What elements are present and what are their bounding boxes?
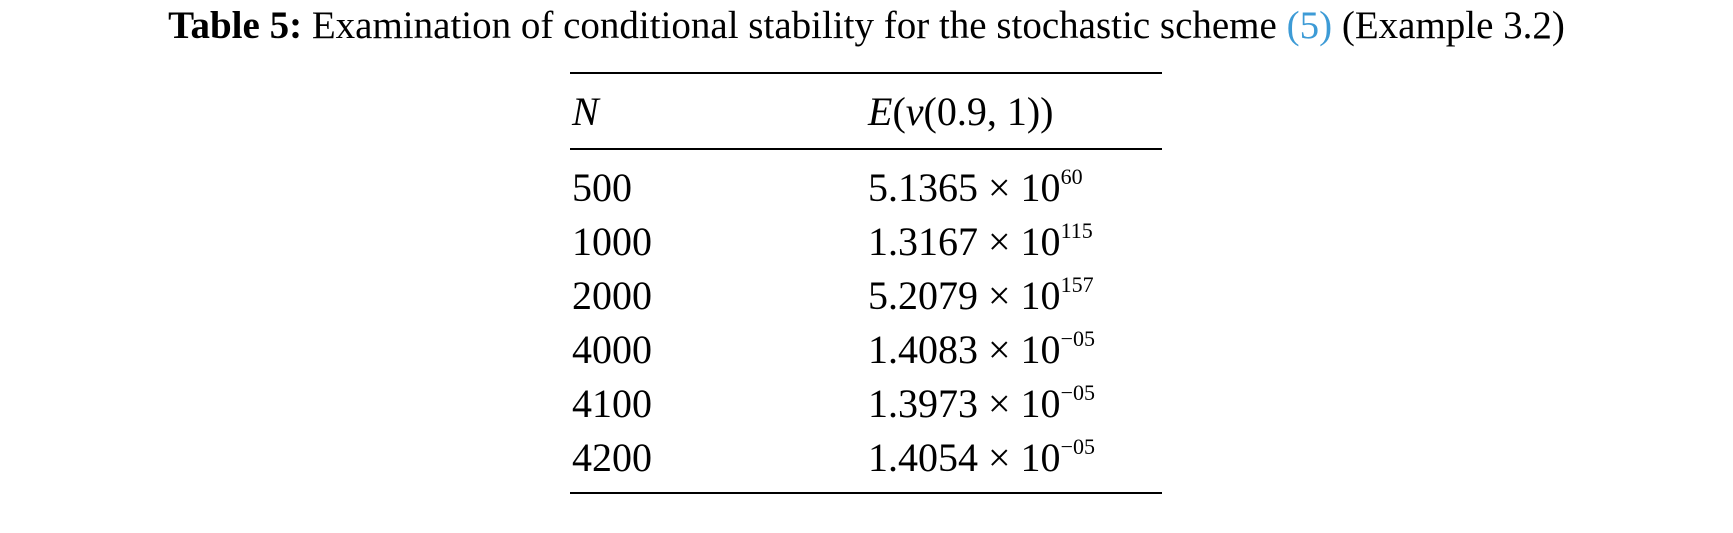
cell-n: 4100 <box>572 380 652 426</box>
times-ten: × 10 <box>988 164 1061 210</box>
table-row: 500 5.1365 × 1060 <box>570 149 1162 214</box>
cell-expectation: 1.3167 × 10115 <box>866 214 1162 268</box>
exponent: 60 <box>1060 163 1083 189</box>
times-ten: × 10 <box>988 218 1061 264</box>
cell-n: 4000 <box>572 326 652 372</box>
cell-n: 4200 <box>570 430 866 494</box>
results-table: N E(v(0.9, 1)) 500 5.1365 × 1060 1000 1.316… <box>570 72 1162 494</box>
cell-expectation: 5.1365 × 1060 <box>866 149 1162 214</box>
caption-label: Table 5: <box>168 4 303 47</box>
cell-expectation: 1.4054 × 10−05 <box>866 430 1162 494</box>
table-row: 1000 1.3167 × 10115 <box>570 214 1162 268</box>
mantissa: 1.3167 <box>868 218 978 264</box>
caption-text: Examination of conditional stability for… <box>311 4 1277 47</box>
exponent: −05 <box>1060 433 1095 459</box>
times-ten: × 10 <box>988 434 1061 480</box>
mantissa: 1.3973 <box>868 380 978 426</box>
exponent: −05 <box>1060 325 1095 351</box>
table-row: 2000 5.2079 × 10157 <box>570 268 1162 322</box>
table-header-row: N E(v(0.9, 1)) <box>570 72 1162 150</box>
times-ten: × 10 <box>988 326 1061 372</box>
table-caption: Table 5: Examination of conditional stab… <box>0 0 1733 52</box>
table-body: 500 5.1365 × 1060 1000 1.3167 × 10115 2000 5.… <box>570 149 1162 494</box>
cell-n: 500 <box>572 164 632 210</box>
exponent: 157 <box>1060 271 1094 297</box>
table-row: 4000 1.4083 × 10−05 <box>570 322 1162 376</box>
cell-n: 2000 <box>572 272 652 318</box>
mantissa: 1.4083 <box>868 326 978 372</box>
exponent: −05 <box>1060 379 1095 405</box>
table-row: 4100 1.3973 × 10−05 <box>570 376 1162 430</box>
mantissa: 5.2079 <box>868 272 978 318</box>
header-n: N <box>570 72 866 150</box>
mantissa: 1.4054 <box>868 434 978 480</box>
cell-expectation: 1.4083 × 10−05 <box>866 322 1162 376</box>
cell-n: 1000 <box>572 218 652 264</box>
table-row: 4200 1.4054 × 10−05 <box>570 430 1162 494</box>
mantissa: 5.1365 <box>868 164 978 210</box>
exponent: 115 <box>1060 217 1093 243</box>
caption-suffix: (Example 3.2) <box>1341 4 1565 47</box>
results-table-wrapper: N E(v(0.9, 1)) 500 5.1365 × 1060 1000 1.316… <box>570 72 1162 494</box>
times-ten: × 10 <box>988 380 1061 426</box>
cell-expectation: 5.2079 × 10157 <box>866 268 1162 322</box>
cell-expectation: 1.3973 × 10−05 <box>866 376 1162 430</box>
header-expectation: E(v(0.9, 1)) <box>866 72 1162 150</box>
caption-equation-ref[interactable]: (5) <box>1286 4 1333 47</box>
times-ten: × 10 <box>988 272 1061 318</box>
